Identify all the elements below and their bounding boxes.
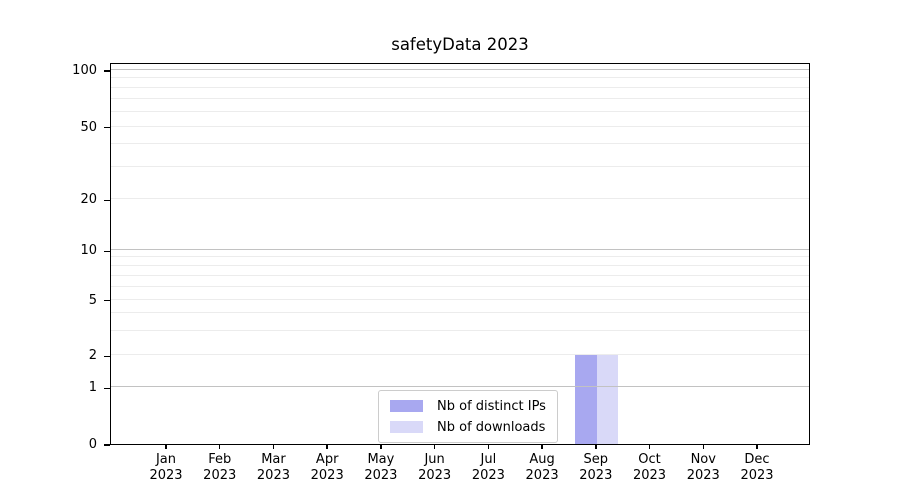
chart-title: safetyData 2023 xyxy=(391,35,529,54)
gridline-y-4 xyxy=(111,312,809,314)
y-tick-mark-100 xyxy=(104,70,110,72)
gridline-y-5 xyxy=(111,298,809,300)
downloads-swatch xyxy=(390,421,423,433)
legend-entry-downloads: Nb of downloads xyxy=(390,419,546,435)
gridline-y-90 xyxy=(111,77,809,79)
y-tick-mark-1 xyxy=(104,387,110,390)
legend-label: Nb of distinct IPs xyxy=(437,398,546,414)
gridline-y-80 xyxy=(111,87,809,89)
x-tick-label-jan: Jan 2023 xyxy=(149,452,183,483)
x-tick-mark-feb xyxy=(219,445,221,449)
y-tick-label-20: 20 xyxy=(80,192,97,208)
y-tick-mark-2 xyxy=(104,355,110,358)
y-tick-label-2: 2 xyxy=(88,348,97,364)
gridline-y-3 xyxy=(111,329,809,331)
y-tick-label-1: 1 xyxy=(88,380,97,396)
gridline-y-60 xyxy=(111,110,809,112)
gridline-y-8 xyxy=(111,265,809,267)
bar-sep-series-0 xyxy=(575,355,597,444)
gridline-y-30 xyxy=(111,166,809,168)
gridline-y-10 xyxy=(111,249,809,251)
y-tick-mark-0 xyxy=(104,444,110,446)
x-tick-mark-jul xyxy=(487,445,490,449)
x-tick-label-apr: Apr 2023 xyxy=(310,452,344,483)
distinct-ips-swatch xyxy=(390,400,423,412)
x-tick-mark-nov xyxy=(702,445,704,449)
x-tick-mark-aug xyxy=(541,445,543,449)
x-tick-mark-jun xyxy=(433,445,436,449)
gridline-y-6 xyxy=(111,285,809,287)
x-tick-label-dec: Dec 2023 xyxy=(740,452,774,483)
gridline-y-100 xyxy=(111,69,809,71)
y-tick-label-10: 10 xyxy=(80,243,97,259)
x-tick-mark-may xyxy=(380,445,382,449)
x-tick-label-may: May 2023 xyxy=(364,452,398,483)
y-tick-mark-5 xyxy=(104,299,110,302)
gridline-y-7 xyxy=(111,274,809,276)
x-tick-label-aug: Aug 2023 xyxy=(525,452,559,483)
x-tick-label-jun: Jun 2023 xyxy=(418,452,452,483)
gridline-y-20 xyxy=(111,198,809,200)
x-tick-label-sep: Sep 2023 xyxy=(579,452,613,483)
x-tick-mark-jan xyxy=(165,445,167,449)
legend: Nb of distinct IPs Nb of downloads xyxy=(378,390,558,443)
y-tick-label-0: 0 xyxy=(88,437,97,452)
x-tick-mark-mar xyxy=(272,445,275,449)
gridline-y-40 xyxy=(111,143,809,145)
plot-area: Nb of distinct IPs Nb of downloads xyxy=(110,63,810,445)
y-tick-mark-20 xyxy=(104,199,110,201)
y-tick-mark-10 xyxy=(104,250,110,252)
x-tick-mark-oct xyxy=(648,445,651,449)
legend-entry-distinct-ips: Nb of distinct IPs xyxy=(390,398,546,414)
gridline-y-1 xyxy=(111,386,809,388)
x-tick-label-oct: Oct 2023 xyxy=(632,452,667,483)
x-tick-mark-apr xyxy=(326,445,328,449)
gridline-y-70 xyxy=(111,97,809,99)
y-tick-label-5: 5 xyxy=(88,292,97,308)
y-tick-label-100: 100 xyxy=(72,63,97,79)
x-tick-mark-dec xyxy=(756,445,758,449)
gridline-y-9 xyxy=(111,256,809,258)
bar-sep-series-1 xyxy=(596,355,619,444)
gridline-y-2 xyxy=(111,354,809,356)
y-tick-label-50: 50 xyxy=(80,119,97,135)
legend-label: Nb of downloads xyxy=(437,419,546,435)
x-tick-mark-sep xyxy=(595,445,597,449)
x-tick-label-nov: Nov 2023 xyxy=(686,452,720,483)
x-tick-label-feb: Feb 2023 xyxy=(203,452,237,483)
x-tick-label-mar: Mar 2023 xyxy=(256,452,290,483)
x-tick-label-jul: Jul 2023 xyxy=(471,452,505,483)
y-tick-mark-50 xyxy=(104,127,110,129)
gridline-y-50 xyxy=(111,125,809,127)
